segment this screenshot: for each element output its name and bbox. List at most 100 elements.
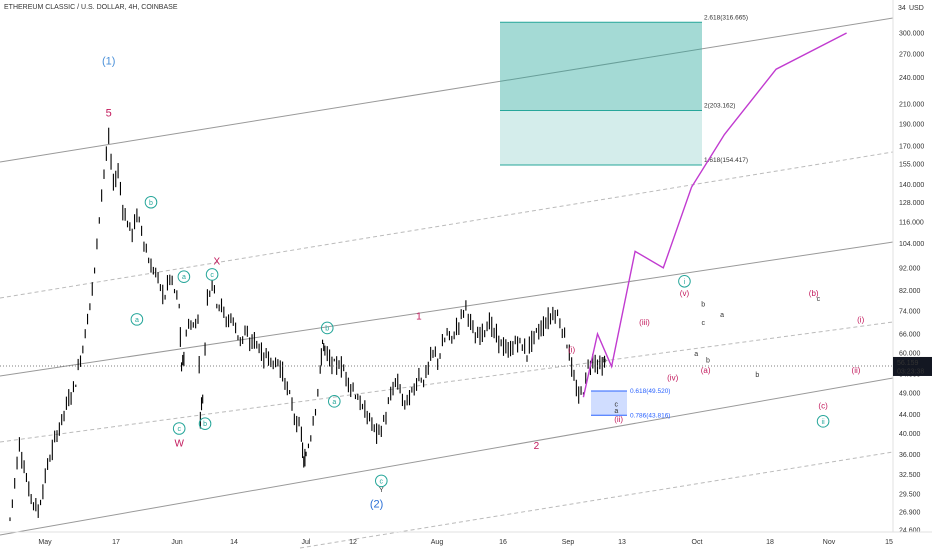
fib-retracement-zone <box>591 390 627 416</box>
wave-label: W <box>174 439 184 450</box>
wave-label: c <box>702 320 706 327</box>
price-tick-label: 26.900 <box>899 510 921 517</box>
fib-level-label: 2(203.162) <box>704 102 735 109</box>
wave-label: a <box>614 408 618 415</box>
channel-line-1 <box>0 151 894 299</box>
current-price-badge <box>893 356 932 376</box>
time-tick-label: Nov <box>823 539 836 546</box>
wave-label-circle <box>375 474 388 488</box>
wave-label: (v) <box>680 289 690 298</box>
wave-label: 2 <box>534 441 540 452</box>
wave-label: a <box>694 351 698 358</box>
fib-boxes: 2.618(316.665) 2(203.162) 1.618(154.417) 0.… <box>500 14 748 419</box>
wave-label: (a) <box>701 366 711 375</box>
time-tick-label: May <box>38 539 52 546</box>
wave-label: ii <box>822 419 826 426</box>
wave-label: i <box>684 279 686 286</box>
price-tick-label: 170.000 <box>899 143 924 150</box>
price-tick-label: 116.000 <box>899 219 924 226</box>
time-tick-label: Jun <box>171 539 182 546</box>
wave-label: (1) <box>102 55 115 67</box>
price-tick-label: 140.000 <box>899 182 924 189</box>
wave-label-circle <box>328 395 341 408</box>
fib-extension-zone-lower <box>500 110 702 165</box>
time-tick-label: 15 <box>885 539 893 546</box>
projection-path <box>582 32 847 398</box>
price-tick-label: 29.500 <box>899 491 921 498</box>
price-tick-label: 74.000 <box>899 309 921 316</box>
fib-level-label: 0.618(49.520) <box>630 388 670 395</box>
price-axis[interactable]: 34 USD 300.000 270.000 240.000 210.000 190.000… <box>892 0 932 535</box>
wave-label: (ii) <box>614 415 623 424</box>
wave-label: b <box>325 325 329 332</box>
price-tick-label: 104.000 <box>899 241 924 248</box>
fib-level-label: 1.618(154.417) <box>704 157 748 164</box>
wave-label-circle <box>177 270 191 284</box>
wave-label: c <box>817 296 821 303</box>
current-price-value: 56.159 <box>897 360 919 367</box>
wave-label: b <box>755 372 759 379</box>
wave-label: (iv) <box>667 373 678 382</box>
wave-projection-line <box>582 32 847 398</box>
wave-label: (i) <box>857 315 864 324</box>
time-tick-label: Sep <box>562 539 575 546</box>
channel-line-0 <box>0 17 894 163</box>
time-tick-label: 14 <box>230 539 238 546</box>
wave-label-circle <box>816 415 830 428</box>
wave-label: c <box>380 478 384 485</box>
wave-label-circle <box>205 268 219 281</box>
wave-label: a <box>332 399 336 406</box>
time-tick-label: 18 <box>766 539 774 546</box>
wave-label-circle <box>144 195 158 209</box>
wave-label-circle <box>130 313 144 326</box>
wave-label: (2) <box>370 498 383 510</box>
wave-label: 5 <box>106 108 112 120</box>
wave-label: a <box>720 312 724 319</box>
time-tick-label: 17 <box>112 539 120 546</box>
wave-labels: (1)5ba cXacbWbacY(2)12(i)abc(ii)(iii)(iv)… <box>102 55 865 510</box>
wave-label: (i) <box>568 346 575 355</box>
wave-label: Y <box>379 487 384 494</box>
fib-level-label: 0.786(43.816) <box>630 412 670 419</box>
price-axis-header: 34 <box>898 5 906 12</box>
price-tick-label: 300.000 <box>899 31 924 38</box>
wave-label: a <box>182 274 186 281</box>
bar-countdown: 03:23:38 <box>897 368 924 375</box>
price-tick-label: 32.500 <box>899 472 921 479</box>
wave-label: a <box>135 317 139 324</box>
chart-title: ETHEREUM CLASSIC / U.S. DOLLAR, 4H, COIN… <box>4 4 178 11</box>
price-tick-label: 210.000 <box>899 101 924 108</box>
wave-label: b <box>603 358 607 365</box>
price-tick-label: 92.000 <box>899 265 921 272</box>
time-tick-label: Oct <box>692 539 703 546</box>
time-tick-label: 13 <box>618 539 626 546</box>
price-tick-label: 40.000 <box>899 431 921 438</box>
wave-label: b <box>203 421 207 428</box>
price-tick-label: 60.000 <box>899 350 921 357</box>
wave-label: 1 <box>416 312 422 323</box>
price-tick-label: 24.600 <box>899 528 921 535</box>
wave-label: (b) <box>809 289 819 298</box>
wave-label-circle <box>198 417 212 431</box>
price-tick-label: 155.000 <box>899 162 924 169</box>
price-tick-label: 66.000 <box>899 331 921 338</box>
wave-label-circle <box>678 274 691 288</box>
wave-label: b <box>706 358 710 365</box>
channel-line-2 <box>0 241 894 377</box>
price-tick-label: 36.000 <box>899 452 921 459</box>
wave-label: c <box>177 426 181 433</box>
fib-extension-zone-upper <box>500 22 702 111</box>
currency-label: USD <box>909 5 924 12</box>
price-tick-label: 270.000 <box>899 51 924 58</box>
wave-label: (ii) <box>852 366 861 375</box>
price-series <box>0 127 893 522</box>
wave-label: (c) <box>818 402 828 411</box>
wave-label: c <box>615 401 619 408</box>
wave-label: b <box>701 301 705 308</box>
wave-label: c <box>210 272 214 279</box>
wave-label: X <box>213 257 220 268</box>
wave-label-circle <box>172 422 186 435</box>
price-tick-label: 190.000 <box>899 121 924 128</box>
time-axis[interactable]: May 17 Jun 14 Jul 12 Aug 16 Sep 13 Oct 18 Nov 15 <box>0 531 932 546</box>
